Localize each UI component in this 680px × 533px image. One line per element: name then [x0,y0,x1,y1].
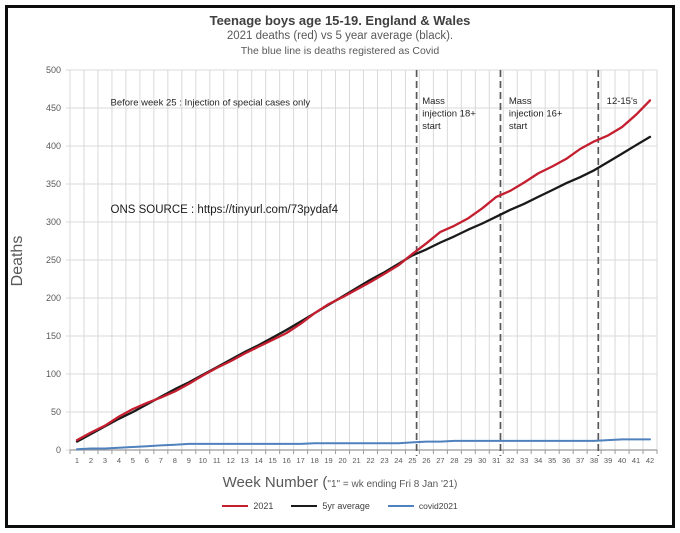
note-ons-source: ONS SOURCE : https://tinyurl.com/73pydaf… [111,204,339,216]
x-tick-label: 20 [338,456,346,465]
legend-swatch-2021 [222,504,249,508]
x-tick-label: 36 [562,456,570,465]
y-tick-label: 450 [46,103,61,113]
x-tick-label: 13 [241,456,249,465]
x-tick-label: 34 [534,456,542,465]
x-tick-label: 29 [464,456,472,465]
x-tick-label: 23 [380,456,388,465]
x-tick-label: 39 [604,456,612,465]
x-tick-label: 18 [310,456,318,465]
y-axis-title: Deaths [9,235,26,287]
gridlines [66,69,658,451]
x-axis-title-note: "1" = wk ending Fri 8 Jan '21) [327,479,458,490]
chart-subtitle: 2021 deaths (red) vs 5 year average (bla… [226,30,454,42]
x-tick-label: 2 [89,456,93,465]
tick-labels: 1 2 3 4 5 6 7 8 9 10 11 12 13 14 15 16 17 18 19 20 21 22 23 24 2… [46,65,654,465]
x-tick-label: 35 [548,456,556,465]
x-tick-label: 14 [255,456,263,465]
series-lines [75,99,652,451]
x-axis-title-main: Week Number ( [222,474,328,491]
x-tick-label: 24 [394,456,402,465]
legend-item-covid2021: covid2021 [387,501,458,511]
x-tick-label: 26 [422,456,430,465]
note-before-week-25: Before week 25 : Injection of special ca… [111,98,311,109]
y-tick-label: 500 [46,65,61,75]
y-tick-label: 150 [46,331,61,341]
chart-subtitle-2: The blue line is deaths registered as Co… [240,45,440,57]
x-tick-label: 41 [632,456,640,465]
x-tick-label: 22 [366,456,374,465]
legend-label-covid2021: covid2021 [418,501,458,511]
series-line-2021 [75,99,652,442]
x-tick-label: 12 [227,456,235,465]
x-tick-label: 7 [159,456,163,465]
x-tick-label: 21 [352,456,360,465]
x-tick-label: 9 [187,456,191,465]
chart-title-block: Teenage boys age 15-19. England & Wales … [0,13,680,58]
x-tick-label: 15 [268,456,276,465]
y-tick-label: 300 [46,217,61,227]
x-tick-label: 5 [131,456,135,465]
dashed-event-lines [415,70,600,456]
annotations: Before week 25 : Injection of special ca… [111,96,638,216]
x-tick-label: 25 [408,456,416,465]
x-tick-label: 8 [173,456,177,465]
x-tick-label: 11 [213,456,221,465]
x-tick-label: 19 [324,456,332,465]
y-tick-label: 100 [46,369,61,379]
x-tick-label: 33 [520,456,528,465]
x-tick-label: 37 [576,456,584,465]
legend-swatch-covid2021 [387,505,414,507]
series-line-5yr-average [75,135,652,443]
legend-swatch-5yr-average [291,504,318,508]
legend: 2021 5yr average covid2021 [0,501,680,511]
x-tick-label: 6 [145,456,149,465]
y-tick-label: 200 [46,293,61,303]
y-tick-label: 350 [46,179,61,189]
legend-label-2021: 2021 [253,501,274,511]
x-tick-label: 1 [75,456,79,465]
axes [69,449,658,454]
note-mass-injection-18: Mass injection 18+ start [422,96,476,132]
series-line-covid2021 [76,438,651,451]
note-12-15s: 12-15's [607,96,638,107]
note-mass-injection-16: Mass injection 16+ start [509,96,563,132]
x-tick-label: 16 [282,456,290,465]
legend-item-5yr-average: 5yr average [291,501,370,511]
x-tick-label: 4 [117,456,121,465]
y-tick-label: 0 [56,445,61,455]
x-tick-label: 31 [492,456,500,465]
y-tick-label: 400 [46,141,61,151]
x-tick-label: 40 [618,456,626,465]
legend-label-5yr-average: 5yr average [322,501,370,511]
x-axis-title: Week Number ("1" = wk ending Fri 8 Jan '… [0,474,680,492]
y-tick-label: 250 [46,255,61,265]
x-tick-label: 38 [590,456,598,465]
x-tick-label: 27 [436,456,444,465]
chart-title: Teenage boys age 15-19. England & Wales [209,13,471,28]
x-tick-label: 17 [296,456,304,465]
legend-item-2021: 2021 [222,501,273,511]
x-tick-label: 30 [478,456,486,465]
y-tick-label: 50 [51,407,61,417]
x-tick-label: 32 [506,456,514,465]
x-tick-label: 3 [103,456,107,465]
x-tick-label: 28 [450,456,458,465]
x-tick-label: 42 [646,456,654,465]
x-tick-label: 10 [199,456,207,465]
